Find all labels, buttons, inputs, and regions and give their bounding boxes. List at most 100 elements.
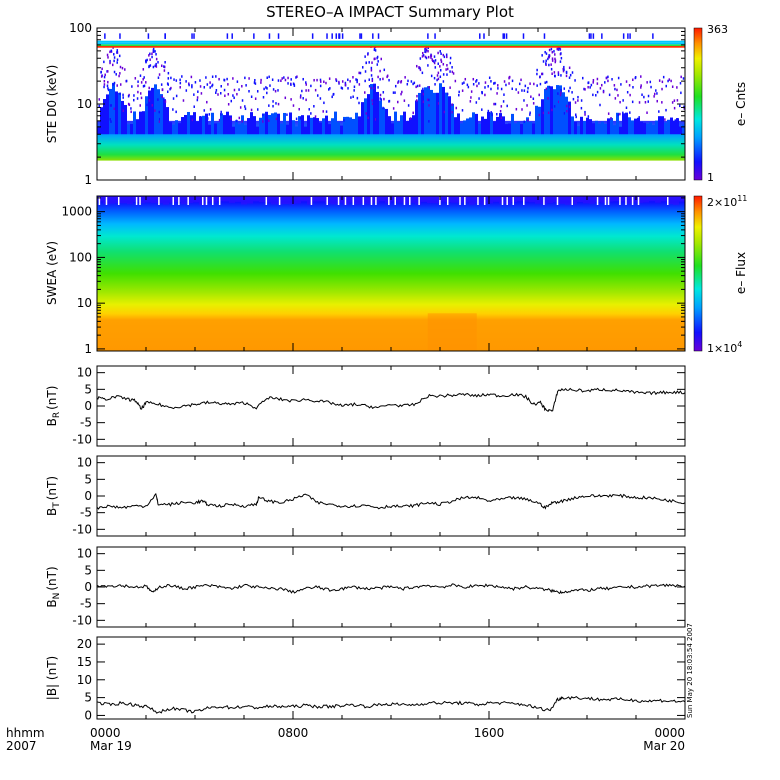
ste-count-speck <box>380 57 382 61</box>
ste-count-speck <box>548 54 550 57</box>
ste-count-speck <box>107 87 109 90</box>
ste-count-column <box>211 112 214 135</box>
bmag-y-tick-label: 0 <box>84 708 92 722</box>
ste-count-column <box>310 117 313 135</box>
ste-count-speck <box>650 85 652 89</box>
ste-count-speck <box>592 93 594 97</box>
ste-count-column <box>658 116 661 135</box>
ste-count-speck <box>446 73 448 76</box>
ste-count-speck <box>499 109 502 113</box>
swea-top-column <box>367 196 373 205</box>
ste-count-column <box>358 116 361 135</box>
ste-count-speck <box>607 112 610 115</box>
ste-count-speck <box>565 74 568 78</box>
ste-count-speck <box>286 113 288 116</box>
swea-top-column <box>181 196 187 205</box>
ste-count-speck <box>526 104 528 107</box>
ste-count-speck <box>559 93 562 97</box>
ste-count-column <box>523 121 526 135</box>
ste-count-speck <box>527 118 529 122</box>
ste-count-speck <box>319 78 322 82</box>
ste-count-speck <box>416 84 419 88</box>
ste-count-speck <box>502 100 505 103</box>
swea-data-gap <box>619 197 621 205</box>
ste-count-speck <box>557 47 559 51</box>
ste-count-speck <box>118 54 121 58</box>
ste-count-speck <box>349 80 351 83</box>
ste-count-column <box>301 115 304 135</box>
ste-top-tick <box>522 33 525 39</box>
ste-count-speck <box>277 89 279 92</box>
ste-count-speck <box>571 91 573 94</box>
ste-count-speck <box>139 74 142 77</box>
ste-count-speck <box>484 81 487 84</box>
ste-count-speck <box>673 106 676 110</box>
ste-top-tick <box>629 33 631 39</box>
ste-top-tick <box>231 33 233 39</box>
ste-count-speck <box>115 73 117 76</box>
ste-count-speck <box>487 85 489 88</box>
ste-count-speck <box>272 88 275 91</box>
ste-count-speck <box>661 80 664 84</box>
ste-count-speck <box>442 63 445 66</box>
ste-count-speck <box>268 119 270 122</box>
ste-count-speck <box>563 112 566 115</box>
ste-count-speck <box>422 92 425 96</box>
ste-count-speck <box>634 76 637 79</box>
swea-top-column <box>295 196 301 204</box>
ste-count-speck <box>587 81 589 85</box>
ste-count-column <box>196 121 199 135</box>
ste-count-speck <box>371 79 374 83</box>
ste-count-speck <box>203 109 206 112</box>
ste-count-speck <box>107 80 109 84</box>
swea-top-column <box>163 196 169 205</box>
swea-y-tick-label: 1 <box>84 342 92 356</box>
ste-count-speck <box>413 81 416 85</box>
ste-count-speck <box>305 81 307 84</box>
ste-count-speck <box>440 52 442 55</box>
ste-count-speck <box>617 113 620 117</box>
swea-top-column <box>247 196 253 204</box>
ste-top-tick <box>338 33 341 39</box>
ste-count-speck <box>488 76 491 80</box>
ste-count-speck <box>388 100 390 103</box>
ste-count-speck <box>305 89 307 92</box>
ste-count-column <box>229 115 232 135</box>
ste-count-speck <box>305 83 307 86</box>
ste-count-speck <box>584 113 586 116</box>
ste-count-speck <box>500 87 503 91</box>
ste-count-column <box>424 87 427 135</box>
ste-count-speck <box>451 110 453 114</box>
ste-count-column <box>607 118 610 135</box>
swea-top-column <box>211 196 217 203</box>
ste-count-column <box>238 124 241 135</box>
ste-count-speck <box>376 55 379 59</box>
swea-top-column <box>649 196 655 201</box>
ste-count-speck <box>127 94 130 98</box>
ste-count-speck <box>236 80 239 83</box>
swea-top-column <box>301 196 307 202</box>
ste-count-speck <box>619 100 621 104</box>
ste-count-speck <box>446 92 449 96</box>
ste-count-speck <box>644 100 647 104</box>
ste-count-speck <box>203 86 206 89</box>
ste-count-speck <box>260 78 262 82</box>
swea-data-gap <box>418 197 420 205</box>
ste-count-speck <box>332 93 335 96</box>
ste-count-column <box>352 118 355 135</box>
bmag-y-tick-label: 10 <box>77 673 92 687</box>
ste-count-speck <box>241 99 244 102</box>
ste-count-column <box>556 85 559 135</box>
ste-count-column <box>142 111 145 135</box>
swea-data-gap <box>409 197 411 205</box>
ste-count-column <box>208 124 211 135</box>
ste-count-speck <box>236 92 238 96</box>
ste-count-column <box>448 96 451 135</box>
ste-count-speck <box>425 47 427 51</box>
ste-count-speck <box>379 69 381 73</box>
swea-top-column <box>661 196 667 202</box>
swea-data-gap <box>352 197 355 205</box>
ste-count-speck <box>545 80 548 84</box>
panel-bmag-frame <box>96 636 686 720</box>
swea-top-column <box>403 196 409 204</box>
